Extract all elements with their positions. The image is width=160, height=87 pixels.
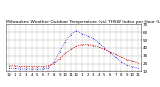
Text: Milwaukee Weather Outdoor Temperature (vs) THSW Index per Hour (Last 24 Hours): Milwaukee Weather Outdoor Temperature (v… [6,20,160,24]
